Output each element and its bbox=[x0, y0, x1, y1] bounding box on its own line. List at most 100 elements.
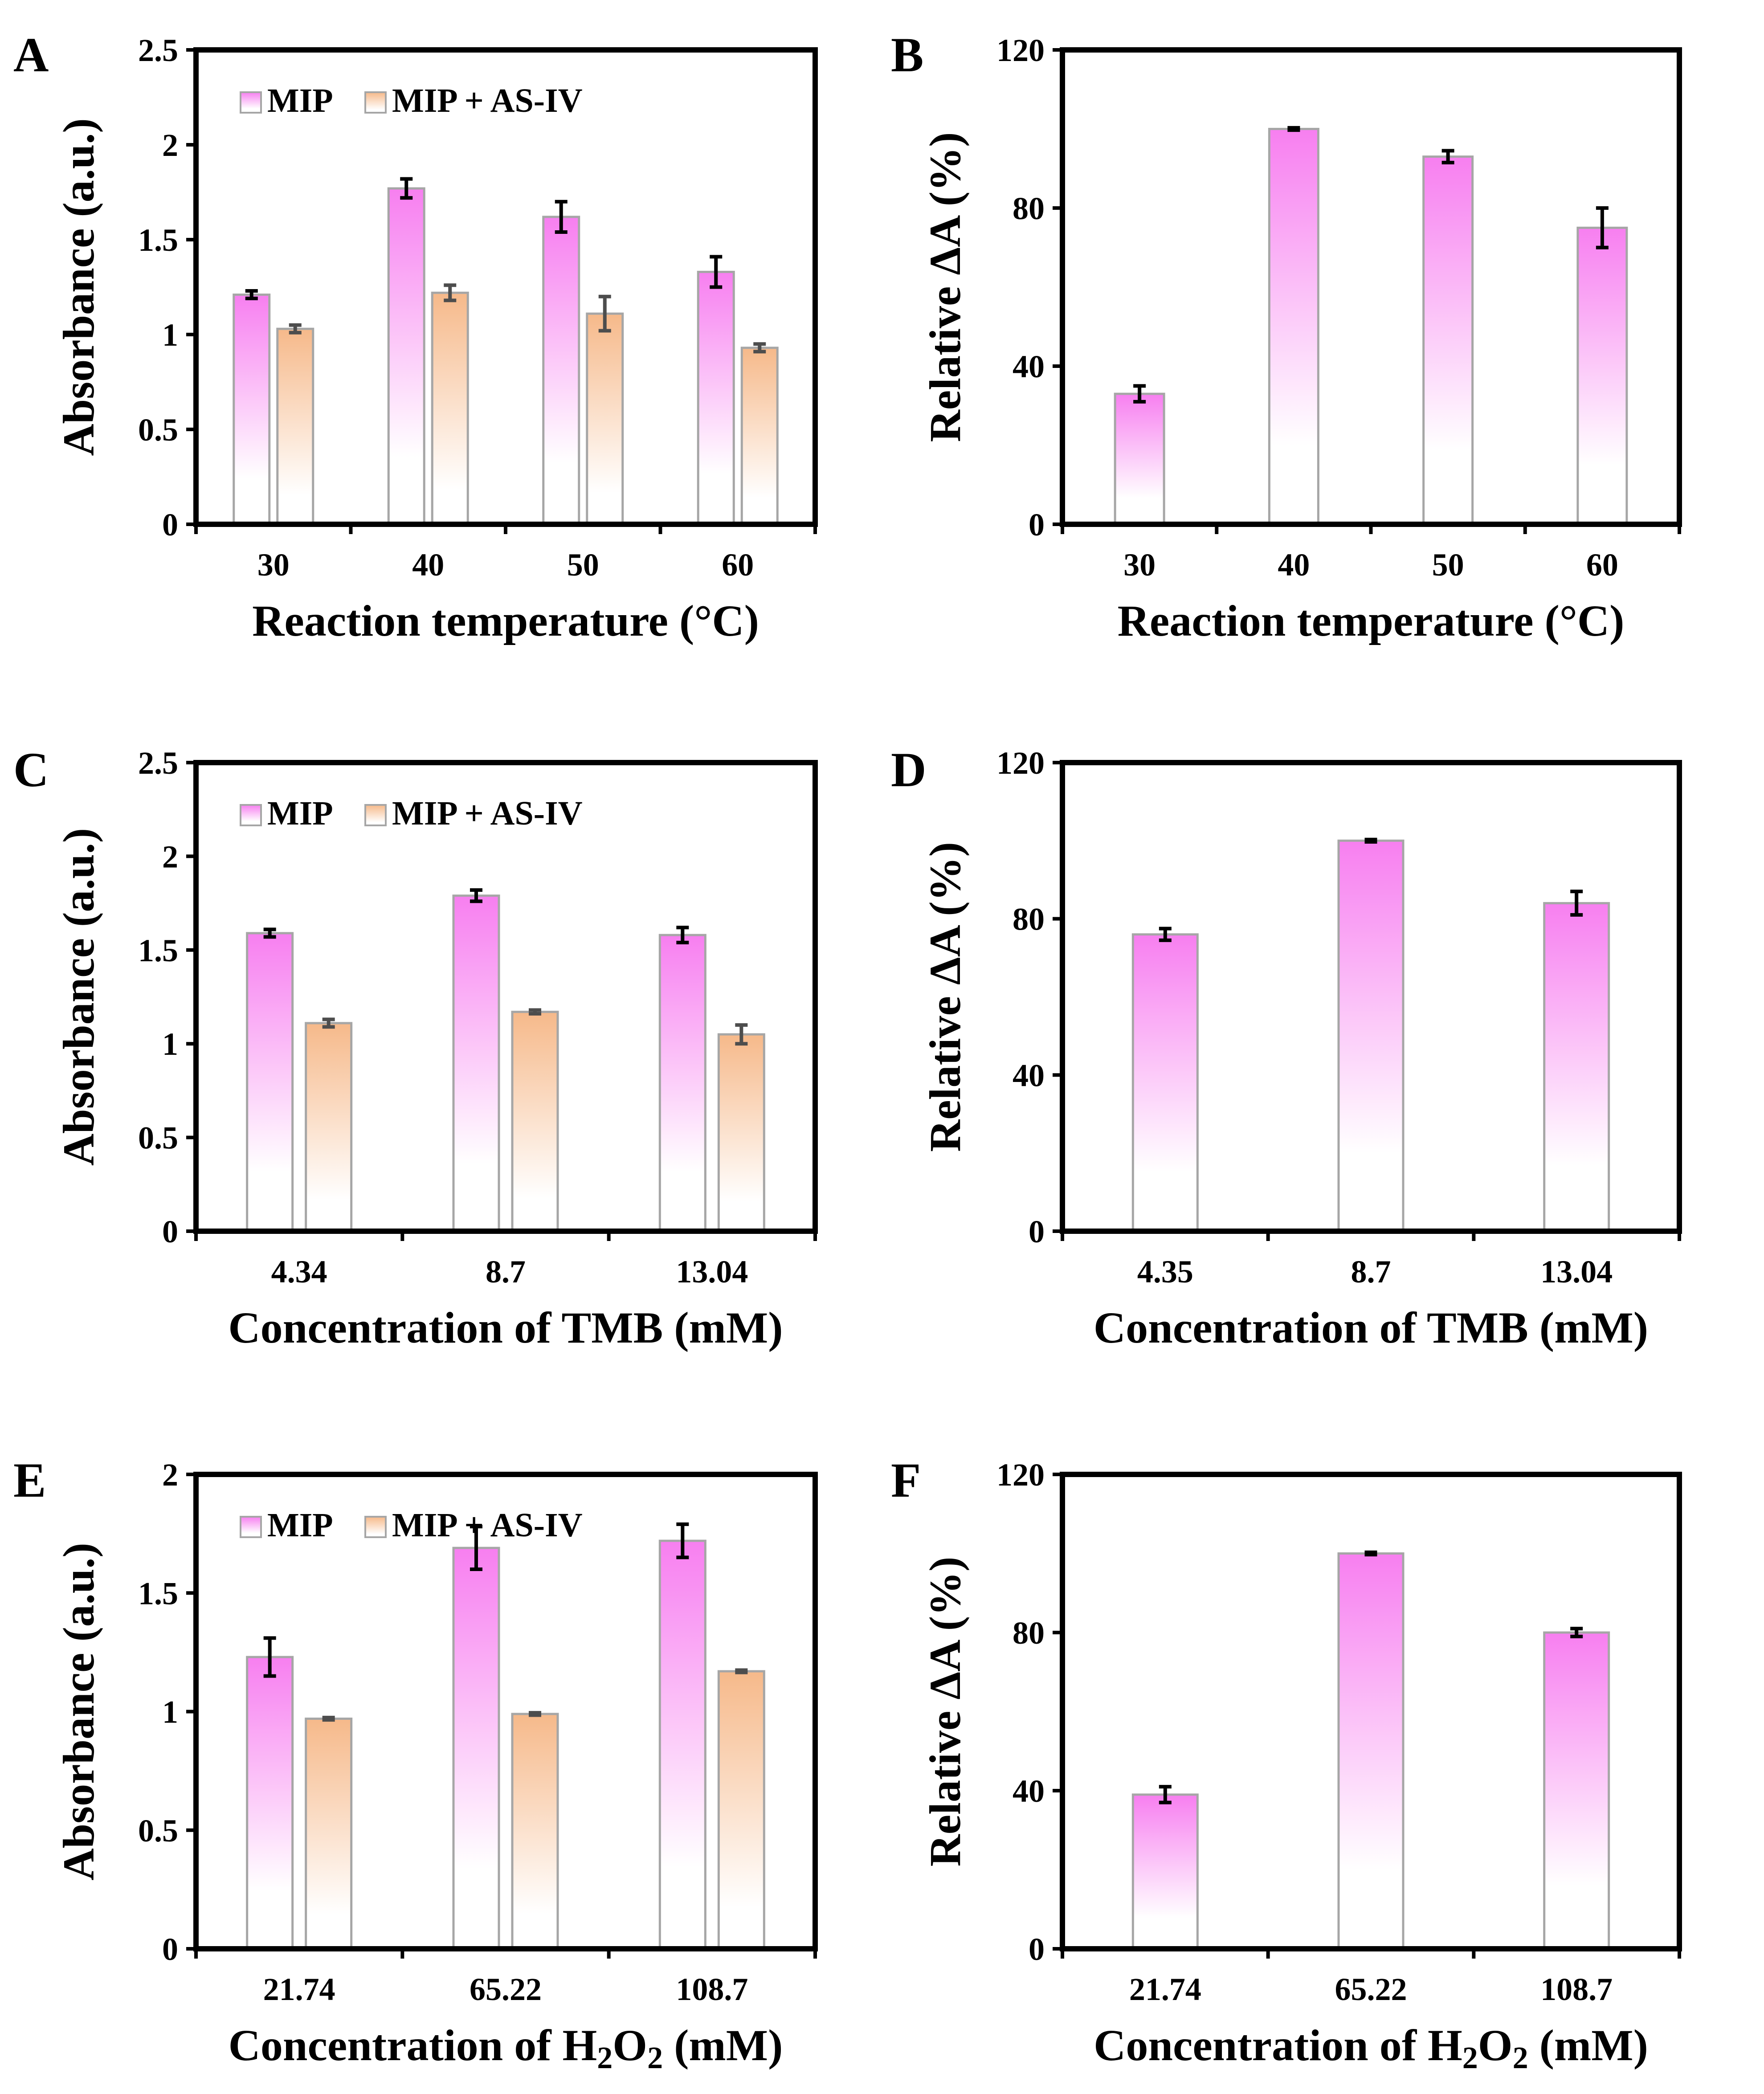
y-tick-label: 2.5 bbox=[138, 33, 178, 68]
panel-label-c: C bbox=[13, 743, 49, 797]
error-bar-mip-50 bbox=[555, 200, 568, 234]
panel-label-a: A bbox=[13, 28, 49, 82]
y-tick-label: 0 bbox=[162, 507, 178, 543]
y-tick-label: 80 bbox=[1013, 1615, 1045, 1651]
error-bar-mip-4_35 bbox=[1159, 927, 1172, 942]
x-axis-title: Concentration of TMB (mM) bbox=[1094, 1303, 1648, 1352]
legend-swatch-mip-as-iv bbox=[364, 91, 387, 114]
error-bar-mip-as-iv-30 bbox=[289, 323, 302, 335]
bar-mip-60 bbox=[1576, 226, 1628, 526]
error-bar-mip-13_04 bbox=[1570, 890, 1583, 917]
x-axis-title-subscript: 2 bbox=[1462, 2041, 1478, 2075]
x-tick-label: 4.34 bbox=[271, 1254, 327, 1290]
bar-mip-as-iv-13_04 bbox=[717, 1033, 765, 1233]
y-axis-title: Absorbance (a.u.) bbox=[54, 828, 103, 1166]
legend-label-mip: MIP bbox=[267, 1506, 333, 1544]
chart-panel-a: 0 0.5 1 1.5 2 2.5 30 40 50 60 Reaction temperature… bbox=[13, 28, 818, 645]
error-bar-mip-50 bbox=[1441, 149, 1454, 164]
x-tick-label: 108.7 bbox=[676, 1972, 748, 2007]
chart-panel-e: 0 0.5 1 1.5 2 21.74 65.22 108.7 Concentration of… bbox=[13, 1453, 818, 2075]
y-axis-title: Absorbance (a.u.) bbox=[54, 118, 103, 456]
x-axis-title-part: O bbox=[1478, 2021, 1513, 2070]
error-bar-mip-60 bbox=[1596, 206, 1609, 249]
y-tick-label: 40 bbox=[1013, 1057, 1045, 1093]
error-bar-mip-108_7 bbox=[1570, 1627, 1583, 1638]
error-bar-mip-8_7 bbox=[1364, 837, 1377, 844]
bar-mip-as-iv-108_7 bbox=[717, 1670, 765, 1950]
bar-mip-as-iv-50 bbox=[586, 312, 624, 526]
panel-label-e: E bbox=[13, 1453, 46, 1507]
error-bar-mip-108_7 bbox=[676, 1522, 689, 1559]
legend: MIP MIP + AS-IV bbox=[240, 82, 583, 119]
legend-swatch-mip bbox=[240, 91, 262, 114]
x-tick-label: 60 bbox=[722, 547, 754, 583]
y-tick-label: 2 bbox=[162, 127, 178, 163]
plot-frame bbox=[1060, 760, 1682, 1234]
bar-mip-4_34 bbox=[246, 932, 294, 1233]
chart-panel-b: 0 40 80 120 30 40 50 60 Reaction temperature (°C… bbox=[891, 28, 1682, 645]
bar-mip-8_7 bbox=[1337, 839, 1405, 1233]
error-bar-mip-40 bbox=[400, 177, 413, 200]
bar-mip-60 bbox=[697, 270, 735, 526]
error-bar-mip-8_7 bbox=[470, 888, 482, 903]
y-tick-label: 2 bbox=[162, 839, 178, 874]
legend-swatch-mip-as-iv bbox=[364, 1516, 387, 1538]
y-tick-label: 2 bbox=[162, 1457, 178, 1493]
error-bar-mip-as-iv-65_22 bbox=[529, 1711, 541, 1717]
bar-mip-as-iv-60 bbox=[740, 347, 779, 526]
bar-mip-8_7 bbox=[452, 894, 500, 1233]
x-tick-label: 13.04 bbox=[676, 1254, 748, 1290]
y-tick-label: 120 bbox=[996, 1457, 1045, 1493]
x-tick-label: 30 bbox=[257, 547, 290, 583]
x-axis-title-part: (mM) bbox=[663, 2021, 783, 2070]
bar-mip-as-iv-30 bbox=[276, 327, 314, 526]
legend-swatch-mip-as-iv bbox=[364, 804, 387, 826]
error-bar-mip-21_74 bbox=[263, 1636, 276, 1678]
bar-mip-30 bbox=[233, 294, 271, 526]
x-tick-label: 4.35 bbox=[1137, 1254, 1193, 1290]
x-tick-label: 40 bbox=[1278, 547, 1310, 583]
plot-frame bbox=[1060, 1472, 1682, 1951]
chart-panel-c: 0 0.5 1 1.5 2 2.5 4.34 8.7 13.04 Concentration of… bbox=[13, 743, 818, 1352]
y-tick-label: 0.5 bbox=[138, 1120, 178, 1156]
y-tick-label: 1 bbox=[162, 1694, 178, 1730]
panel-label-b: B bbox=[891, 28, 923, 82]
y-tick-label: 120 bbox=[996, 33, 1045, 68]
bar-mip-as-iv-21_74 bbox=[305, 1717, 353, 1950]
y-tick-label: 0.5 bbox=[138, 1813, 178, 1849]
x-tick-label: 50 bbox=[1432, 547, 1464, 583]
x-tick-label: 8.7 bbox=[1351, 1254, 1391, 1290]
bar-mip-as-iv-40 bbox=[431, 291, 469, 526]
error-bar-mip-13_04 bbox=[676, 926, 689, 944]
chart-panel-d: 0 40 80 120 4.35 8.7 13.04 Concentration of TMB… bbox=[891, 743, 1682, 1352]
legend-label-mip-as-iv: MIP + AS-IV bbox=[392, 1506, 583, 1544]
x-tick-label: 21.74 bbox=[1129, 1972, 1201, 2007]
bar-mip-as-iv-4_34 bbox=[305, 1022, 353, 1233]
x-axis-title-part: O bbox=[612, 2021, 647, 2070]
bar-mip-21_74 bbox=[246, 1656, 294, 1950]
y-tick-label: 2.5 bbox=[138, 745, 178, 781]
error-bar-mip-4_34 bbox=[263, 927, 276, 939]
y-tick-label: 1.5 bbox=[138, 1576, 178, 1611]
x-tick-label: 50 bbox=[567, 547, 599, 583]
x-axis-title-part: Concentration of H bbox=[229, 2021, 597, 2070]
error-bar-mip-as-iv-50 bbox=[598, 294, 611, 333]
legend-swatch-mip bbox=[240, 804, 262, 826]
panel-label-d: D bbox=[891, 743, 926, 797]
error-bar-mip-30 bbox=[1133, 384, 1146, 404]
y-tick-label: 0 bbox=[1029, 1931, 1045, 1967]
bar-mip-21_74 bbox=[1131, 1793, 1199, 1950]
legend: MIP MIP + AS-IV bbox=[240, 795, 583, 832]
y-axis-title: Relative ΔA (%) bbox=[920, 132, 970, 442]
bar-mip-108_7 bbox=[658, 1539, 706, 1950]
y-tick-label: 0 bbox=[1029, 507, 1045, 543]
y-tick-label: 1.5 bbox=[138, 933, 178, 968]
y-tick-label: 0 bbox=[162, 1214, 178, 1249]
legend-label-mip-as-iv: MIP + AS-IV bbox=[392, 82, 583, 119]
y-tick-label: 40 bbox=[1013, 1773, 1045, 1809]
x-tick-label: 40 bbox=[412, 547, 444, 583]
y-tick-label: 1 bbox=[162, 1026, 178, 1062]
x-axis-title-subscript: 2 bbox=[597, 2041, 612, 2075]
x-tick-label: 30 bbox=[1123, 547, 1156, 583]
y-axis-title: Relative ΔA (%) bbox=[920, 842, 970, 1152]
